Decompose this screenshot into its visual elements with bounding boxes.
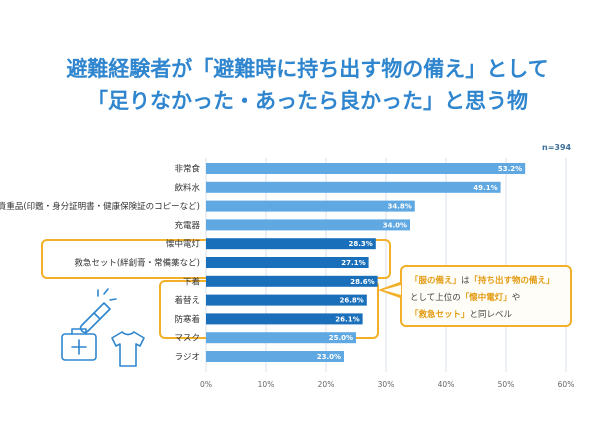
sample-size-label: n=394 [542, 143, 572, 152]
category-label: 貴重品(印鑑・身分証明書・健康保険証のコピーなど) [0, 201, 200, 212]
bar [206, 219, 410, 231]
x-tick-label: 40% [438, 380, 455, 389]
bar [206, 181, 501, 193]
value-label: 23.0% [317, 353, 341, 361]
bar [206, 257, 369, 268]
category-label: ラジオ [175, 353, 200, 363]
value-label: 34.8% [388, 203, 412, 211]
bar [206, 163, 526, 174]
callout-arrow-inner [383, 285, 401, 295]
value-label: 53.2% [498, 165, 522, 173]
value-label: 28.3% [349, 240, 373, 248]
callout-highlight-firstaid: 「救急セット」 [410, 310, 470, 320]
category-label: 懐中電灯 [166, 239, 201, 250]
bar [206, 200, 415, 212]
first-aid-kit-icon [61, 328, 97, 361]
bar [206, 313, 363, 325]
value-label: 34.0% [383, 221, 407, 229]
category-label: 充電器 [174, 220, 200, 231]
x-tick-label: 60% [558, 380, 575, 389]
x-tick-label: 10% [258, 380, 275, 389]
value-label: 25.0% [329, 334, 353, 342]
callout-line-1: 「服の備え」は「持ち出す物の備え」 [410, 274, 555, 286]
callout-text: と同レベル [469, 310, 513, 320]
category-label: 非常食 [174, 164, 200, 175]
callout-line-3: 「救急セット」と同レベル [410, 308, 512, 320]
category-label: マスク [174, 334, 200, 344]
callout-highlight-clothes: 「服の備え」 [410, 276, 462, 286]
callout-line-2: として上位の「懐中電灯」や [410, 291, 520, 303]
bar [206, 275, 378, 287]
x-tick-label: 0% [200, 380, 212, 389]
highlight-box-clothes [159, 280, 379, 339]
category-label: 防寒着 [174, 314, 200, 325]
shirt-icon [111, 331, 145, 367]
callout-text: は [461, 276, 470, 286]
callout-text: として上位の [410, 293, 461, 303]
category-label: 下着 [183, 276, 200, 287]
x-tick-label: 50% [498, 380, 515, 389]
callout-box: 「服の備え」は「持ち出す物の備え」 として上位の「懐中電灯」や 「救急セット」と… [400, 265, 572, 327]
flashlight-icon [79, 288, 117, 334]
bar [206, 294, 367, 306]
x-tick-label: 20% [318, 380, 335, 389]
illustration [61, 288, 145, 367]
callout-text: や [511, 293, 521, 303]
bars-layer: 非常食 53.2% 飲料水 49.1% 貴重品(印鑑・身分証明書・健康保険証のコピーなど… [0, 163, 526, 363]
value-label: 27.1% [341, 259, 365, 267]
value-label: 26.8% [340, 297, 364, 305]
category-label: 飲料水 [174, 182, 200, 193]
value-label: 49.1% [473, 184, 497, 192]
chart-title-line2: 「足りなかった・あったら良かった」と思う物 [87, 89, 528, 113]
bar [206, 332, 356, 344]
callout-highlight-carry: 「持ち出す物の備え」 [469, 276, 555, 286]
callout-highlight-flashlight: 「懐中電灯」 [460, 293, 512, 303]
ticks-layer: 0% 10% 20% 30% 40% 50% 60% [200, 380, 574, 389]
chart-title-line1: 避難経験者が「避難時に持ち出す物の備え」として [66, 57, 549, 81]
category-label: 救急セット(絆創膏・常備薬など) [74, 258, 200, 269]
category-label: 着替え [174, 295, 200, 306]
value-label: 26.1% [335, 315, 359, 323]
bar [206, 238, 376, 250]
x-tick-label: 30% [378, 380, 395, 389]
value-label: 28.6% [350, 278, 374, 286]
bar [206, 351, 344, 362]
